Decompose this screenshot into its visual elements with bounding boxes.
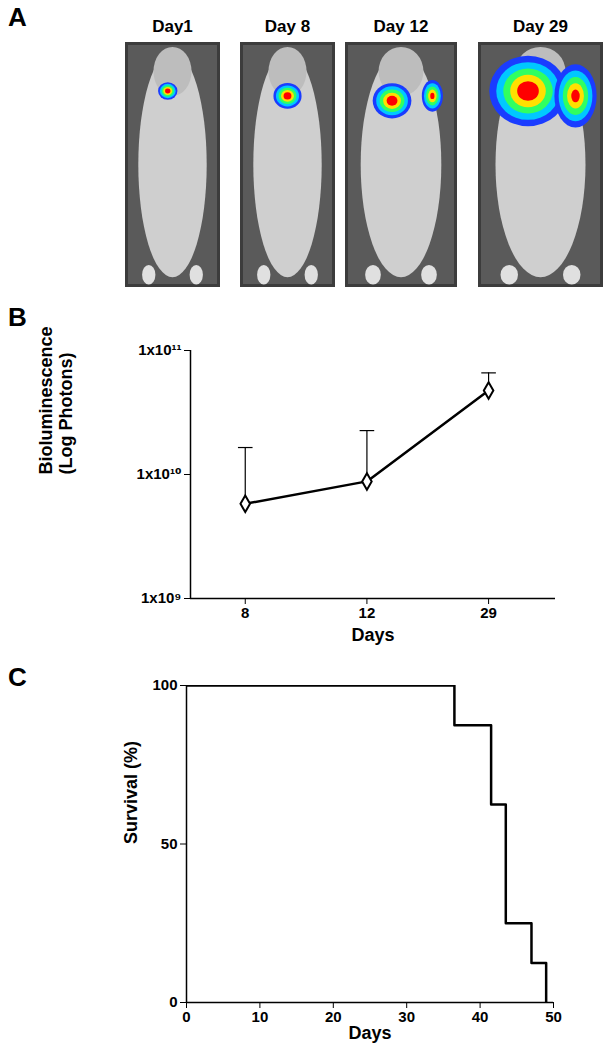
svg-text:Days: Days — [348, 1023, 391, 1043]
html-text:B: B — [8, 302, 27, 332]
html-text:C: C — [8, 662, 27, 692]
svg-text:Day 8: Day 8 — [265, 17, 310, 36]
svg-text:0: 0 — [169, 993, 177, 1010]
svg-text:29: 29 — [480, 604, 497, 621]
svg-text:8: 8 — [241, 604, 249, 621]
svg-text:12: 12 — [359, 604, 376, 621]
svg-text:Day1: Day1 — [152, 17, 193, 36]
svg-text:Day 12: Day 12 — [374, 17, 429, 36]
svg-text:10: 10 — [252, 1008, 269, 1025]
svg-text:30: 30 — [398, 1008, 415, 1025]
svg-text:1x10¹¹: 1x10¹¹ — [138, 341, 181, 358]
svg-text:40: 40 — [472, 1008, 489, 1025]
svg-text:100: 100 — [152, 676, 177, 693]
svg-text:Days: Days — [351, 625, 394, 645]
svg-text:0: 0 — [182, 1008, 190, 1025]
svg-text:Bioluminescence(Log Photons): Bioluminescence(Log Photons) — [36, 326, 76, 474]
svg-text:Day 29: Day 29 — [513, 17, 568, 36]
svg-text:20: 20 — [325, 1008, 342, 1025]
svg-text:1x10¹⁰: 1x10¹⁰ — [137, 465, 182, 482]
svg-text:50: 50 — [161, 835, 178, 852]
svg-text:1x10⁹: 1x10⁹ — [141, 589, 182, 606]
html-text:A: A — [8, 2, 27, 32]
svg-text:Survival (%): Survival (%) — [121, 741, 141, 844]
svg-text:50: 50 — [545, 1008, 562, 1025]
